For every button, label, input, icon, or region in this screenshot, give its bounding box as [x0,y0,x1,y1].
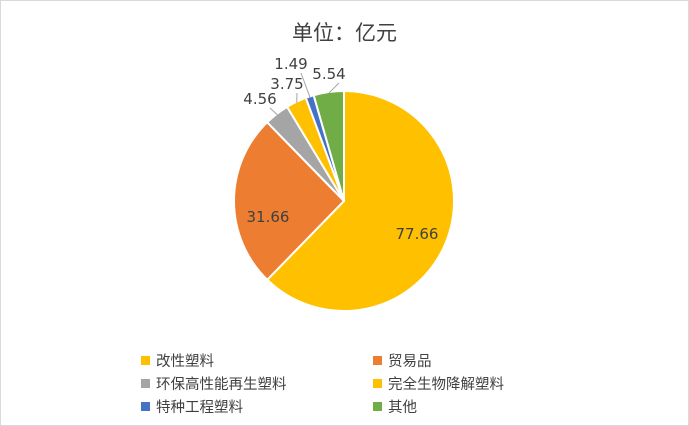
legend-item-3: 环保高性能再生塑料 [141,373,373,393]
legend-swatch [141,378,150,388]
legend-item-6: 其他 [373,396,601,416]
data-label-2: 31.66 [247,208,290,226]
legend-label: 完全生物降解塑料 [388,376,504,393]
legend-label: 其他 [388,399,417,416]
legend-item-4: 完全生物降解塑料 [373,373,601,393]
leader-line-3 [269,107,278,116]
data-label-6: 5.54 [312,65,345,83]
pie-slice-1 [265,89,455,312]
legend-swatch [141,355,150,365]
leader-line-6 [328,82,340,94]
pie-slice-2 [233,120,346,282]
legend-item-1: 改性塑料 [141,350,373,370]
pie-slice-6 [312,89,345,202]
legend-swatch [373,378,382,388]
legend-label: 特种工程塑料 [156,399,243,416]
pie-plot: 77.66 31.66 4.563.75 1.49 5.54 [233,55,455,312]
chart-legend: 改性塑料 贸易品环保高性能再生塑料 完全生物降解塑料特种工程塑料 其他 [141,350,601,416]
data-label-5: 1.49 [274,55,307,73]
legend-swatch [373,401,382,411]
legend-label: 改性塑料 [156,353,214,370]
legend-item-2: 贸易品 [373,350,601,370]
chart-title: 单位：亿元 [292,21,397,45]
data-label-4: 3.75 [270,75,303,93]
legend-label: 环保高性能再生塑料 [156,376,287,393]
data-label-1: 77.66 [396,225,439,243]
legend-swatch [141,401,150,411]
legend-label: 贸易品 [388,353,432,370]
legend-item-5: 特种工程塑料 [141,396,373,416]
leader-line-5 [300,72,311,98]
data-label-3: 4.56 [243,90,276,108]
legend-swatch [373,355,382,365]
